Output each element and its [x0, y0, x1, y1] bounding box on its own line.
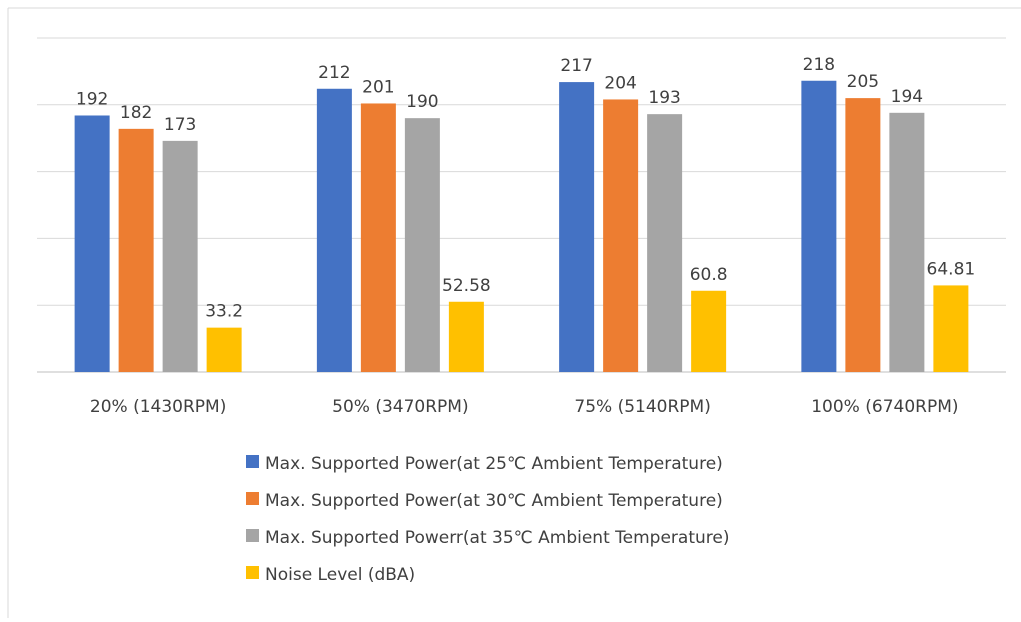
- bar: [845, 98, 881, 373]
- bar: [889, 112, 925, 372]
- x-tick-label: 75% (5140RPM): [574, 397, 710, 417]
- data-labels-group: 192 182 173 33.2 212 201 190 52.58 217 204 193 60.8…: [76, 55, 975, 322]
- bar: [448, 301, 484, 372]
- bar: [316, 88, 352, 372]
- bars-group: [74, 80, 969, 373]
- bar: [933, 285, 969, 372]
- data-label: 52.58: [442, 276, 491, 296]
- bar: [74, 115, 110, 372]
- x-tick-label: 20% (1430RPM): [90, 397, 226, 417]
- data-label: 173: [164, 115, 196, 135]
- bar: [603, 99, 639, 373]
- bar: [118, 128, 154, 372]
- data-label: 212: [318, 63, 350, 83]
- gridlines: [37, 37, 1006, 373]
- legend-swatch: [246, 566, 259, 579]
- data-label: 201: [362, 77, 394, 97]
- bar: [647, 114, 683, 372]
- legend-swatch: [246, 529, 259, 542]
- data-label: 217: [560, 56, 592, 76]
- legend-swatch: [246, 455, 259, 468]
- bar: [691, 290, 727, 372]
- bar: [162, 140, 198, 372]
- data-label: 194: [891, 87, 923, 107]
- x-tick-labels-group: 20% (1430RPM) 50% (3470RPM) 75% (5140RPM) 1…: [90, 397, 959, 417]
- legend-label: Max. Supported Powerr(at 35℃ Ambient Tem…: [265, 528, 729, 548]
- legend-label: Max. Supported Power(at 30℃ Ambient Temp…: [265, 491, 723, 511]
- legend-swatch: [246, 492, 259, 505]
- data-label: 60.8: [690, 265, 728, 285]
- data-label: 192: [76, 89, 108, 109]
- data-label: 190: [406, 92, 438, 112]
- x-tick-label: 100% (6740RPM): [811, 397, 958, 417]
- bar: [404, 118, 440, 372]
- legend: Max. Supported Power(at 25℃ Ambient Temp…: [246, 454, 729, 585]
- data-label: 182: [120, 103, 152, 123]
- data-label: 218: [803, 55, 835, 75]
- data-label: 204: [604, 73, 636, 93]
- data-label: 205: [847, 72, 879, 92]
- bar: [559, 82, 595, 372]
- legend-label: Noise Level (dBA): [265, 565, 415, 585]
- bar: [801, 80, 837, 372]
- x-tick-label: 50% (3470RPM): [332, 397, 468, 417]
- data-label: 193: [648, 88, 680, 108]
- bar: [360, 103, 396, 373]
- data-label: 64.81: [927, 259, 976, 279]
- legend-label: Max. Supported Power(at 25℃ Ambient Temp…: [265, 454, 723, 474]
- data-label: 33.2: [205, 302, 243, 322]
- bar: [206, 327, 242, 372]
